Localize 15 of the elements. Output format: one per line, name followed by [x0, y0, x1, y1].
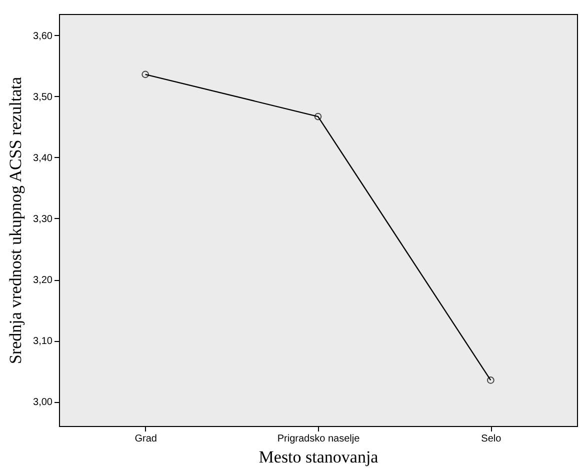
y-tick-label: 3,20: [33, 275, 53, 286]
x-axis-title: Mesto stanovanja: [258, 448, 379, 466]
x-tick-label: Prigradsko naselje: [277, 434, 360, 444]
point: [487, 376, 494, 384]
y-tick-label: 3,60: [33, 30, 53, 42]
point: [314, 112, 322, 120]
y-tick-label: 3,10: [33, 336, 53, 348]
y-tick-label: 3,40: [33, 152, 53, 164]
x-tick-label: Selo: [481, 434, 502, 444]
y-tick-label: 3,00: [33, 397, 53, 408]
x-tick-label: Grad: [134, 434, 157, 444]
y-tick-label: 3,50: [33, 92, 53, 103]
y-tick-label: 3,30: [33, 214, 53, 225]
y-axis-title: Srednja vrednost ukupnog ACSS rezultata: [6, 76, 26, 364]
point: [142, 70, 149, 78]
